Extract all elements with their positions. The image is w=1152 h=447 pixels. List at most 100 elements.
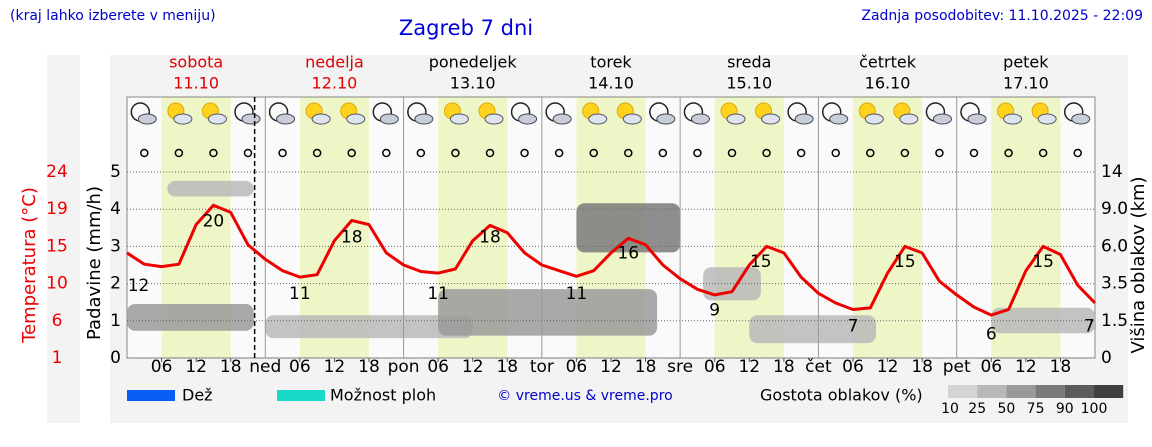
left-panel [47, 55, 80, 423]
cloud-icon [967, 113, 987, 125]
temperature-label: 7 [1084, 316, 1095, 336]
x-tick-label: tor [530, 357, 554, 377]
y2-tick-label: 6.0 [1101, 236, 1128, 256]
x-tick-label: ned [249, 357, 281, 377]
x-tick-label: 12 [324, 357, 346, 377]
day-date: 15.10 [726, 74, 772, 93]
day-name: ponedeljek [429, 53, 518, 72]
cloud-layer [265, 315, 473, 339]
density-label: 100 [1081, 401, 1108, 417]
x-tick-label: 18 [220, 357, 242, 377]
day-band [299, 97, 369, 358]
cloud-icon [311, 113, 331, 125]
wind-marker [831, 148, 840, 158]
temperature-label: 11 [289, 284, 311, 304]
wind-marker [382, 148, 391, 158]
wind-marker [727, 148, 737, 158]
density-label: 75 [1027, 401, 1045, 417]
density-legend-title: Gostota oblakov (%) [760, 386, 923, 405]
temperature-label: 18 [479, 228, 501, 248]
density-swatch [1006, 385, 1036, 398]
cloud-layer [703, 267, 761, 301]
temperature-label: 7 [848, 316, 859, 336]
wind-marker [658, 148, 668, 158]
x-tick-label: 12 [185, 357, 207, 377]
x-tick-label: sre [667, 357, 693, 377]
cloud-icon [726, 113, 746, 125]
cloud-icon [690, 113, 710, 125]
x-tick-label: 06 [427, 357, 449, 377]
wind-marker [520, 148, 529, 158]
wind-marker [485, 148, 495, 158]
y2-tick-label: 9.0 [1101, 199, 1128, 219]
day-name: sreda [727, 53, 771, 72]
updated: Zadnja posodobitev: 11.10.2025 - 22:09 [861, 8, 1143, 24]
temperature-label: 15 [1032, 252, 1054, 272]
y2-tick-label: 3.5 [1101, 274, 1128, 294]
cloud-icon [241, 113, 261, 125]
y2-tick-label: 1.5 [1101, 311, 1128, 331]
x-tick-label: pon [388, 357, 420, 377]
y2-tick-label: 14 [1101, 162, 1123, 182]
wind-marker [140, 148, 149, 158]
wind-marker [969, 148, 979, 158]
y2-axis-label: Višina oblakov (km) [1128, 176, 1149, 353]
x-tick-label: 06 [842, 357, 864, 377]
cloud-icon [1003, 113, 1023, 125]
day-date: 11.10 [173, 74, 219, 93]
x-tick-label: 06 [980, 357, 1002, 377]
y-tick-label: 1 [110, 311, 121, 331]
credit: © vreme.us & vreme.pro [497, 388, 672, 404]
x-tick-label: čet [805, 357, 832, 377]
x-tick-label: 12 [462, 357, 484, 377]
cloud-layer [576, 203, 681, 253]
density-label: 90 [1056, 401, 1074, 417]
x-tick-label: 12 [877, 357, 899, 377]
cloud-layer [167, 180, 254, 197]
density-swatch [1035, 385, 1065, 398]
temperature-label: 11 [427, 284, 449, 304]
wind-marker [866, 148, 875, 158]
cloud-icon [656, 113, 676, 125]
y-tick-label: 5 [110, 162, 121, 182]
x-tick-label: 12 [738, 357, 760, 377]
temperature-tick-label: 24 [46, 162, 68, 182]
wind-marker [416, 148, 426, 158]
cloud-icon [449, 113, 469, 125]
temperature-label: 20 [203, 211, 225, 231]
temperature-line [126, 203, 1097, 317]
temperature-label: 11 [566, 284, 588, 304]
legend-label: Možnost ploh [330, 386, 436, 405]
cloud-icon [932, 113, 952, 125]
temperature-label: 12 [128, 276, 150, 296]
cloud-icon [346, 113, 366, 125]
cloud-icon [552, 113, 572, 125]
y2-tick-label: 0 [1101, 348, 1112, 368]
x-tick-label: 18 [496, 357, 518, 377]
day-band [853, 97, 923, 358]
temperature-tick-label: 15 [46, 236, 68, 256]
wind-marker [347, 148, 356, 158]
day-name: nedelja [305, 53, 364, 72]
x-tick-label: 18 [911, 357, 933, 377]
cloud-icon [829, 113, 849, 125]
wind-marker [1038, 148, 1048, 158]
wind-marker [554, 148, 564, 158]
day-date: 17.10 [1003, 74, 1049, 93]
wind-marker [762, 148, 771, 158]
temperature-label: 9 [709, 300, 720, 320]
day-name: sobota [169, 53, 223, 72]
cloud-icon [588, 113, 608, 125]
cloud-icon [276, 113, 296, 125]
density-swatch [1094, 385, 1124, 398]
temperature-label: Temperatura (°C) [19, 187, 40, 344]
x-tick-label: 18 [358, 357, 380, 377]
cloud-icon [173, 113, 193, 125]
wind-marker [1073, 148, 1082, 158]
wind-marker [278, 148, 287, 158]
y-tick-label: 4 [110, 199, 121, 219]
cloud-icon [484, 113, 504, 125]
x-tick-label: 18 [635, 357, 657, 377]
temperature-label: 15 [750, 252, 772, 272]
